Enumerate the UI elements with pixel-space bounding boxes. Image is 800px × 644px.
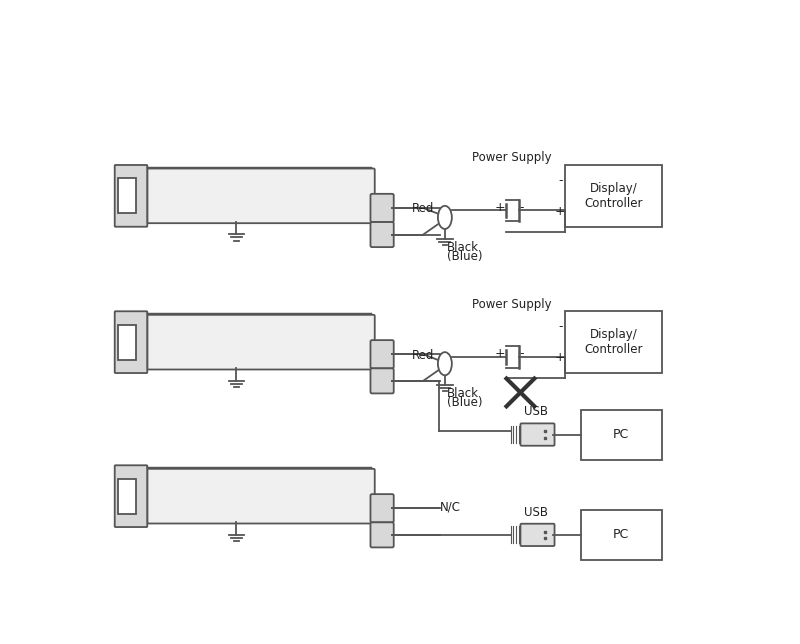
Text: N/C: N/C	[440, 500, 462, 513]
Text: -: -	[558, 174, 562, 187]
Text: Power Supply: Power Supply	[473, 298, 552, 310]
FancyBboxPatch shape	[370, 368, 394, 393]
Bar	[118, 478, 137, 514]
Ellipse shape	[438, 352, 452, 375]
Text: -: -	[558, 320, 562, 333]
FancyBboxPatch shape	[370, 222, 394, 247]
Ellipse shape	[438, 206, 452, 229]
Bar	[581, 410, 662, 460]
Text: +: +	[555, 351, 566, 364]
Text: USB: USB	[524, 404, 548, 417]
Text: Red: Red	[412, 349, 434, 362]
FancyBboxPatch shape	[144, 315, 374, 370]
Text: Red: Red	[412, 202, 434, 216]
Text: Black: Black	[447, 240, 479, 254]
Text: -: -	[519, 347, 524, 360]
Text: USB: USB	[524, 506, 548, 520]
FancyBboxPatch shape	[114, 311, 147, 373]
Text: Black: Black	[447, 387, 479, 400]
Text: (Blue): (Blue)	[447, 250, 482, 263]
FancyBboxPatch shape	[370, 522, 394, 547]
Bar	[118, 325, 137, 359]
Bar	[581, 510, 662, 560]
FancyBboxPatch shape	[521, 423, 554, 446]
Text: +: +	[494, 347, 506, 360]
FancyBboxPatch shape	[521, 524, 554, 546]
FancyBboxPatch shape	[370, 494, 394, 522]
Text: PC: PC	[613, 428, 630, 441]
Bar	[118, 178, 137, 213]
Text: (Blue): (Blue)	[447, 396, 482, 409]
Bar	[565, 165, 662, 227]
FancyBboxPatch shape	[370, 340, 394, 368]
Text: +: +	[555, 205, 566, 218]
Text: Display/
Controller: Display/ Controller	[584, 182, 642, 210]
Text: -: -	[519, 201, 524, 214]
FancyBboxPatch shape	[114, 165, 147, 227]
Text: Power Supply: Power Supply	[473, 151, 552, 164]
FancyBboxPatch shape	[114, 465, 147, 527]
FancyBboxPatch shape	[370, 194, 394, 222]
Text: PC: PC	[613, 528, 630, 542]
FancyBboxPatch shape	[144, 169, 374, 223]
Text: +: +	[494, 201, 506, 214]
FancyBboxPatch shape	[144, 469, 374, 524]
Text: Display/
Controller: Display/ Controller	[584, 328, 642, 356]
Bar	[565, 311, 662, 373]
